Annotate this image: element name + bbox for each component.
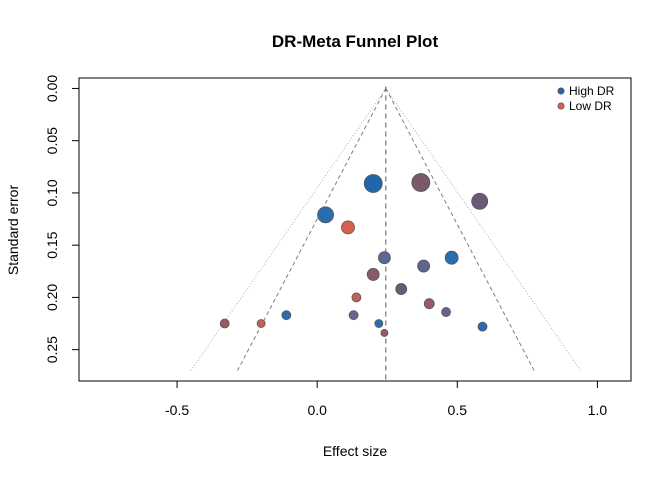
x-tick-label-2: 0.5 xyxy=(448,402,468,418)
data-point-9 xyxy=(395,283,408,295)
y-tick-label-2: 0.10 xyxy=(44,179,60,206)
data-point-7 xyxy=(417,259,431,273)
data-point-8 xyxy=(366,268,380,281)
y-axis-label: Standard error xyxy=(5,185,21,276)
data-point-2 xyxy=(471,192,489,210)
data-points xyxy=(219,173,489,337)
x-tick-label-3: 1.0 xyxy=(588,402,608,418)
y-tick-label-0: 0.00 xyxy=(44,75,60,102)
x-tick-label-0: -0.5 xyxy=(165,402,189,418)
y-tick-label-4: 0.20 xyxy=(44,284,60,311)
data-point-12 xyxy=(441,307,451,317)
funnel-line-left-0 xyxy=(237,88,387,371)
data-point-18 xyxy=(256,319,266,328)
data-point-11 xyxy=(423,298,435,310)
funnel-line-right-0 xyxy=(385,88,535,371)
data-point-13 xyxy=(348,310,359,321)
funnel-line-left-1 xyxy=(190,88,387,371)
plot-frame xyxy=(78,77,632,382)
x-axis: -0.5 0.0 0.5 1.0 xyxy=(165,380,608,418)
data-point-5 xyxy=(378,251,391,265)
data-point-16 xyxy=(477,321,488,332)
x-tick-label-1: 0.0 xyxy=(307,402,327,418)
data-point-6 xyxy=(444,250,459,265)
y-tick-label-1: 0.05 xyxy=(44,127,60,154)
legend-label-1: Low DR xyxy=(569,99,612,113)
data-point-19 xyxy=(380,329,389,337)
data-point-0 xyxy=(363,174,383,193)
data-point-14 xyxy=(281,310,292,321)
legend-marker-0 xyxy=(557,87,565,95)
y-tick-label-3: 0.15 xyxy=(44,231,60,258)
data-point-4 xyxy=(341,220,355,235)
data-point-3 xyxy=(317,206,334,224)
legend-label-0: High DR xyxy=(569,84,615,98)
funnel-lines xyxy=(190,86,582,381)
y-tick-label-5: 0.25 xyxy=(44,336,60,363)
y-axis: 0.00 0.05 0.10 0.15 0.20 0.25 xyxy=(44,75,80,363)
chart-title: DR-Meta Funnel Plot xyxy=(272,32,439,51)
data-point-10 xyxy=(351,292,362,303)
data-point-1 xyxy=(411,173,431,192)
data-point-15 xyxy=(374,319,384,328)
data-point-17 xyxy=(219,318,230,329)
funnel-line-right-1 xyxy=(385,88,582,371)
legend-marker-1 xyxy=(557,102,565,110)
x-axis-label: Effect size xyxy=(323,443,388,459)
